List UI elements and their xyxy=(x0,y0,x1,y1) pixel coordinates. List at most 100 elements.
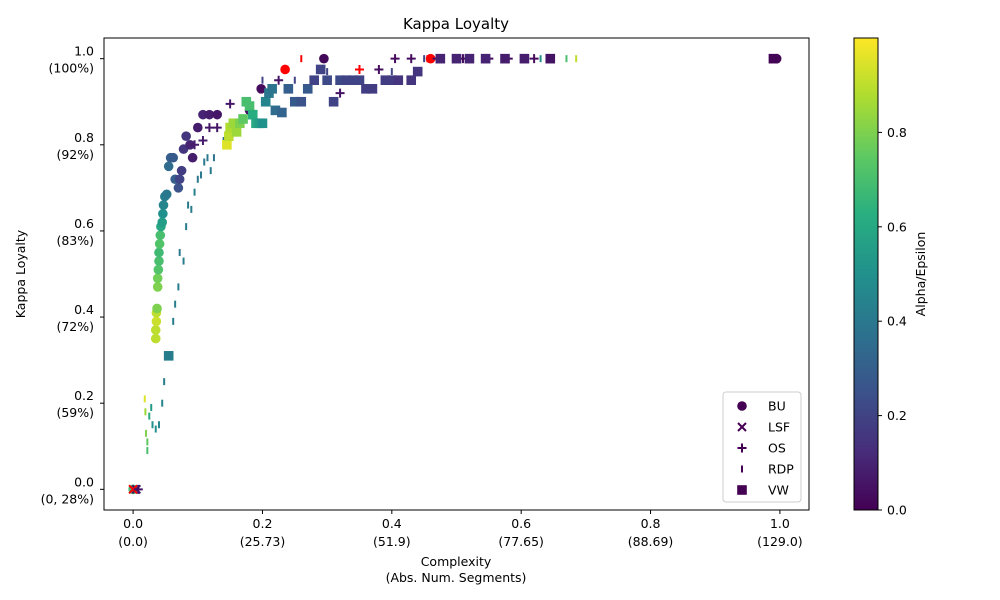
data-point-bu xyxy=(152,303,162,314)
plot-background xyxy=(104,38,809,510)
data-point-vw xyxy=(393,75,404,86)
data-point-vw xyxy=(768,53,779,64)
data-point-os xyxy=(190,140,200,150)
data-point-vw xyxy=(222,140,232,150)
x-axis: 0.0 (0.0) 0.2 (25.73) 0.4 (51.9) 0.6 (77.65) 0.8… xyxy=(118,510,803,549)
y-tick-sublabel: (92%) xyxy=(56,147,94,162)
data-point-os xyxy=(335,88,345,98)
y-tick-label: 0.8 xyxy=(74,130,94,145)
data-point-os xyxy=(225,99,235,109)
data-point-vw xyxy=(519,53,530,64)
legend-entry-os: OS xyxy=(737,441,786,456)
series-vw xyxy=(163,53,779,361)
colorbar-tick-label: 0.8 xyxy=(887,125,907,140)
colorbar-label: Alpha/Epsilon xyxy=(913,232,928,317)
colorbar-tick-label: 0.6 xyxy=(887,219,907,234)
data-point-vw xyxy=(283,84,294,94)
data-point-vw xyxy=(277,107,287,118)
y-tick-label: 1.0 xyxy=(74,44,94,59)
legend-label: BU xyxy=(768,399,786,414)
legend-entry-rdp: RDP xyxy=(741,462,794,477)
data-point-vw xyxy=(270,105,281,116)
data-point-vw xyxy=(290,96,300,107)
data-point-vw xyxy=(500,53,510,64)
data-point-vw xyxy=(247,109,258,120)
data-point-vw xyxy=(545,53,556,64)
y-axis: 0.0 (0, 28%) 0.2 (59%) 0.4 (72%) 0.6 (83%) 0.8 (9… xyxy=(41,44,104,506)
legend-box xyxy=(722,391,802,503)
colorbar-tick-label: 0.2 xyxy=(887,408,907,423)
data-point-bu xyxy=(256,84,266,94)
data-point-os xyxy=(529,54,539,64)
y-tick-sublabel: (0, 28%) xyxy=(41,491,94,506)
data-point-vw xyxy=(354,75,365,86)
x-tick-label: 1.0 xyxy=(770,516,790,531)
highlighted-point-lsf xyxy=(128,484,138,495)
data-point-vw xyxy=(257,118,268,129)
data-point-vw xyxy=(315,64,326,75)
legend-marker-os xyxy=(737,443,747,453)
colorbar: 0.0 0.2 0.4 0.6 0.8 Alpha/Epsilon xyxy=(853,37,928,518)
data-point-bu xyxy=(157,217,168,228)
data-point-os xyxy=(212,123,222,133)
data-point-vw xyxy=(224,131,234,141)
data-point-os xyxy=(133,484,143,494)
data-point-vw xyxy=(309,75,320,86)
x-tick-label: 0.4 xyxy=(382,516,402,531)
y-tick-label: 0.4 xyxy=(74,302,94,317)
y-tick-sublabel: (59%) xyxy=(56,405,94,420)
x-tick-label: 0.2 xyxy=(253,516,273,531)
data-point-bu xyxy=(158,208,168,219)
legend-marker-bu xyxy=(737,401,747,411)
data-point-bu xyxy=(150,333,161,344)
data-point-bu xyxy=(192,122,203,133)
plot-area xyxy=(103,37,810,511)
data-point-vw xyxy=(302,84,313,94)
data-point-bu xyxy=(155,230,166,241)
legend-entry-lsf: LSF xyxy=(737,420,790,435)
highlighted-point-bu xyxy=(280,64,290,75)
y-tick-label: 0.0 xyxy=(74,474,94,489)
data-point-vw xyxy=(435,53,446,64)
data-point-vw xyxy=(244,101,255,111)
data-point-os xyxy=(198,135,208,145)
data-point-bu xyxy=(152,273,163,284)
data-point-vw xyxy=(228,118,239,129)
data-point-bu xyxy=(151,316,162,327)
data-point-vw xyxy=(260,96,271,107)
data-point-bu xyxy=(152,282,163,292)
data-point-vw xyxy=(464,53,475,64)
legend: BU LSF OS RDP VW xyxy=(722,391,802,503)
x-tick-sublabel: (77.65) xyxy=(498,534,544,549)
legend-entry-vw: VW xyxy=(737,483,789,498)
legend-marker-vw xyxy=(737,485,747,495)
y-tick-label: 0.2 xyxy=(74,388,94,403)
x-tick-sublabel: (25.73) xyxy=(240,534,286,549)
legend-label: RDP xyxy=(768,462,794,477)
highlighted-point-os xyxy=(354,64,364,74)
data-point-vw xyxy=(451,53,462,64)
x-tick-sublabel: (129.0) xyxy=(757,534,803,549)
y-tick-sublabel: (72%) xyxy=(56,319,94,334)
data-point-bu xyxy=(204,109,215,120)
data-point-bu xyxy=(153,264,164,275)
x-axis-label-line2: (Abs. Num. Segments) xyxy=(386,570,527,585)
data-point-bu xyxy=(154,247,164,258)
data-marks xyxy=(128,53,782,495)
x-tick-label: 0.8 xyxy=(641,516,661,531)
x-tick-sublabel: (51.9) xyxy=(373,534,411,549)
data-point-bu xyxy=(154,256,164,266)
y-tick-sublabel: (100%) xyxy=(49,61,95,76)
data-point-bu xyxy=(212,109,222,120)
data-point-bu xyxy=(174,174,185,185)
data-point-vw xyxy=(480,53,491,64)
y-axis-label: Kappa Loyalty xyxy=(13,229,28,318)
data-point-vw xyxy=(406,75,417,86)
data-point-os xyxy=(390,54,400,64)
data-point-bu xyxy=(161,189,172,200)
data-point-os xyxy=(204,123,214,133)
legend-marker-lsf xyxy=(737,422,747,432)
y-tick-sublabel: (83%) xyxy=(56,233,94,248)
data-point-vw xyxy=(341,75,352,86)
x-tick-sublabel: (88.69) xyxy=(628,534,674,549)
